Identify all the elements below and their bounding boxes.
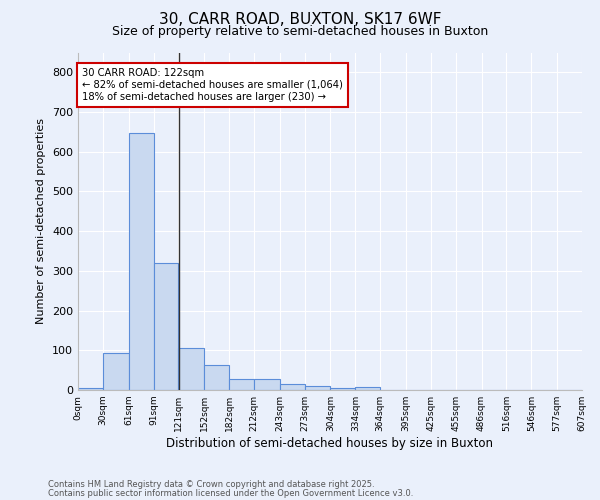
Y-axis label: Number of semi-detached properties: Number of semi-detached properties	[37, 118, 46, 324]
Bar	[178, 348, 204, 390]
Bar	[78, 388, 103, 390]
Text: Size of property relative to semi-detached houses in Buxton: Size of property relative to semi-detach…	[112, 25, 488, 38]
X-axis label: Distribution of semi-detached houses by size in Buxton: Distribution of semi-detached houses by …	[167, 437, 493, 450]
Bar	[355, 387, 380, 390]
Bar	[204, 365, 229, 390]
Text: Contains HM Land Registry data © Crown copyright and database right 2025.: Contains HM Land Registry data © Crown c…	[48, 480, 374, 489]
Text: 30, CARR ROAD, BUXTON, SK17 6WF: 30, CARR ROAD, BUXTON, SK17 6WF	[159, 12, 441, 28]
Bar	[103, 354, 128, 390]
Text: 30 CARR ROAD: 122sqm
← 82% of semi-detached houses are smaller (1,064)
18% of se: 30 CARR ROAD: 122sqm ← 82% of semi-detac…	[82, 68, 343, 102]
Bar	[280, 384, 305, 390]
Bar	[331, 388, 355, 390]
Bar	[128, 132, 154, 390]
Bar	[254, 379, 280, 390]
Text: Contains public sector information licensed under the Open Government Licence v3: Contains public sector information licen…	[48, 488, 413, 498]
Bar	[229, 379, 254, 390]
Bar	[154, 263, 178, 390]
Bar	[305, 386, 331, 390]
